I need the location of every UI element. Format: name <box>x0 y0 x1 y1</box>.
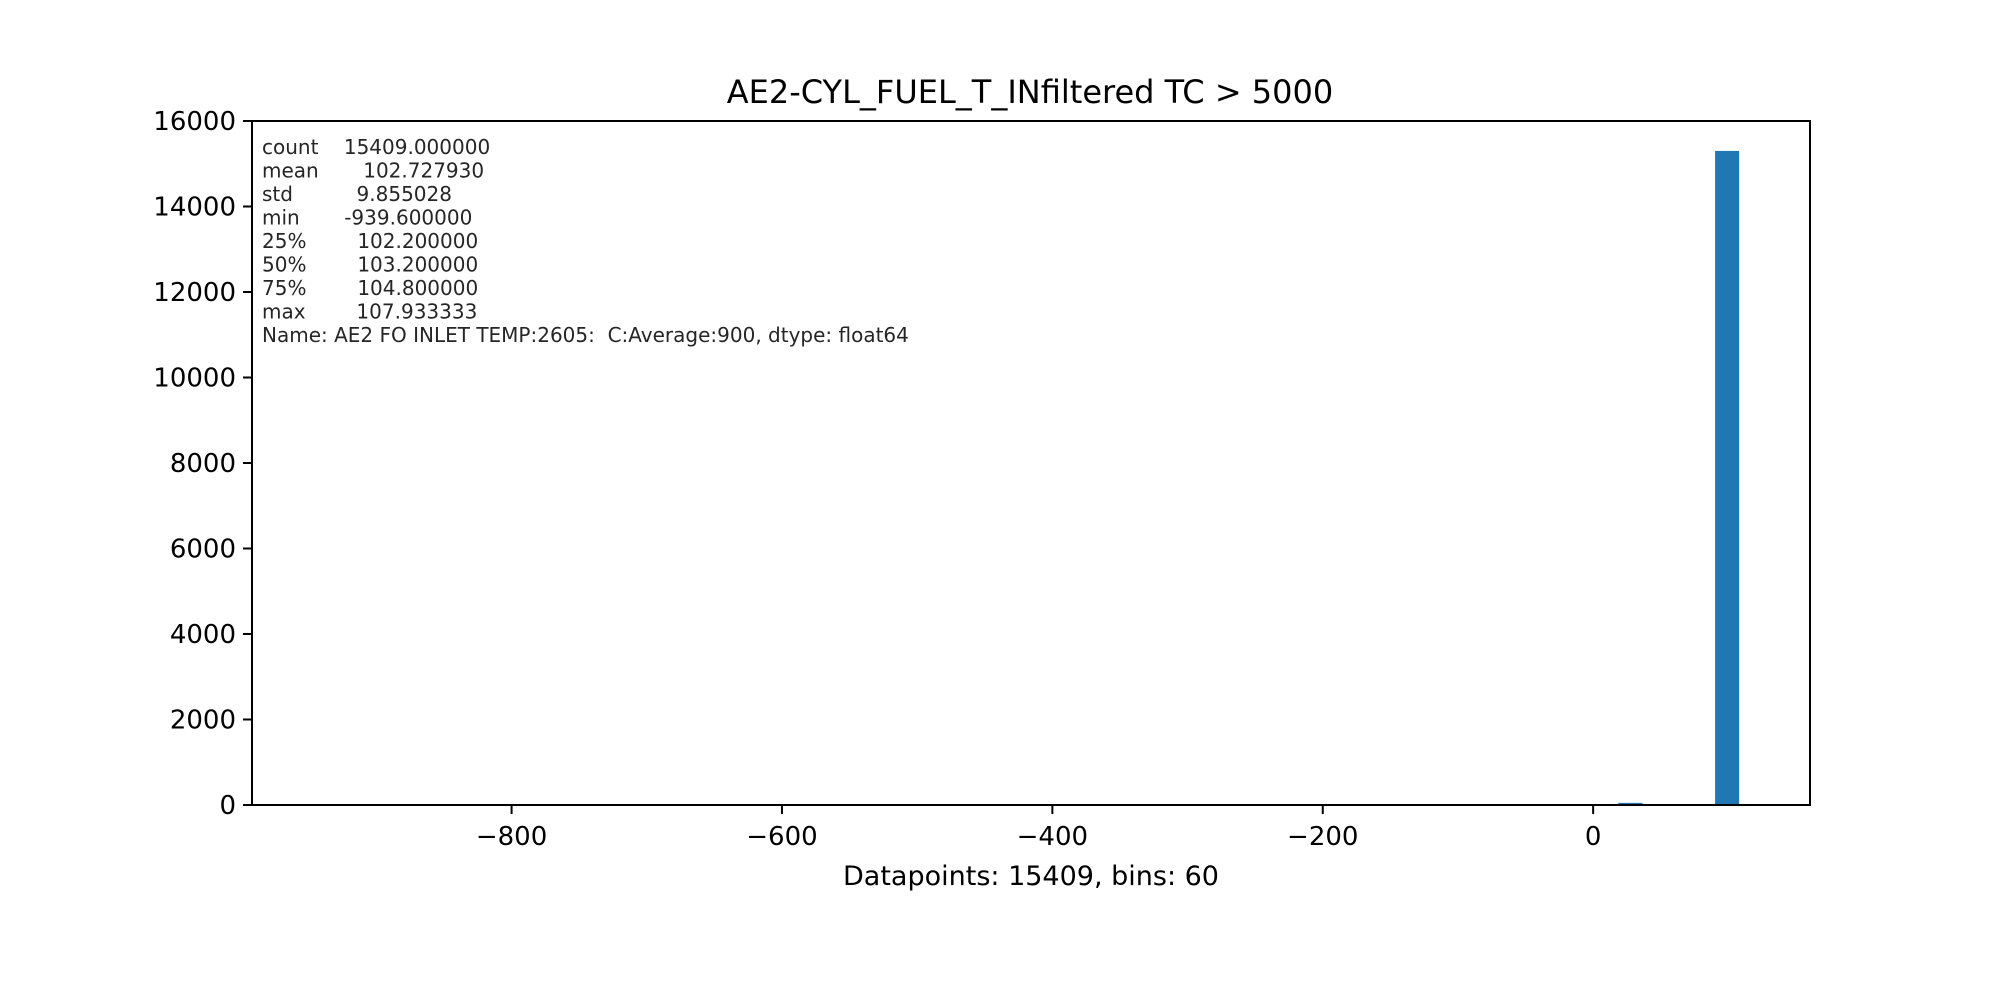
x-axis-label: Datapoints: 15409, bins: 60 <box>843 861 1219 892</box>
stats-line: max 107.933333 <box>262 300 477 324</box>
stats-line: count 15409.000000 <box>262 135 490 159</box>
y-tick-label: 4000 <box>170 620 236 650</box>
y-tick-label: 14000 <box>153 193 236 223</box>
x-axis: −800 −600 −400 −200 0 <box>476 805 1602 852</box>
x-tick-label: 0 <box>1585 822 1602 852</box>
stats-line: min -939.600000 <box>262 206 472 230</box>
stats-line: std 9.855028 <box>262 182 452 206</box>
y-tick-label: 0 <box>219 791 236 821</box>
y-tick-label: 6000 <box>170 535 236 565</box>
y-tick-label: 12000 <box>153 278 236 308</box>
y-axis: 0 2000 4000 6000 8000 10000 12000 14000 16000 <box>153 107 252 821</box>
stats-line: Name: AE2 FO INLET TEMP:2605: C:Average:… <box>262 323 909 347</box>
histogram-bar <box>1618 802 1643 805</box>
bars-layer <box>1618 150 1740 806</box>
chart-title: AE2-CYL_FUEL_T_INfiltered TC > 5000 <box>727 73 1333 111</box>
x-tick-label: −200 <box>1287 822 1358 852</box>
stats-line: 50% 103.200000 <box>262 253 478 277</box>
plot-area <box>252 121 1810 805</box>
plot-frame <box>251 120 1811 806</box>
stats-line: 75% 104.800000 <box>262 276 478 300</box>
stats-line: mean 102.727930 <box>262 159 484 183</box>
stats-line: 25% 102.200000 <box>262 229 478 253</box>
y-tick-label: 10000 <box>153 364 236 394</box>
y-tick-label: 8000 <box>170 449 236 479</box>
histogram-bar <box>1715 150 1740 806</box>
x-tick-label: −600 <box>746 822 817 852</box>
x-tick-label: −400 <box>1017 822 1088 852</box>
y-tick-label: 2000 <box>170 706 236 736</box>
y-tick-label: 16000 <box>153 107 236 137</box>
x-tick-label: −800 <box>476 822 547 852</box>
summary-statistics: count 15409.000000 mean 102.727930 std 9.8… <box>262 135 909 347</box>
